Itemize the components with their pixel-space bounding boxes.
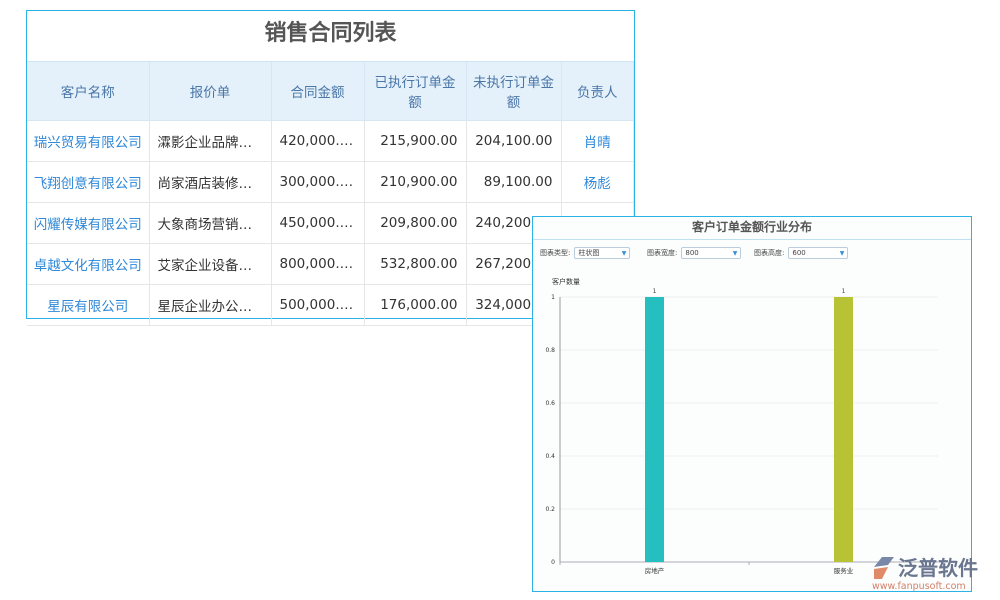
bar	[645, 297, 664, 562]
y-tick-label: 0	[551, 559, 555, 566]
chart-width-label: 图表宽度:	[647, 249, 678, 257]
y-tick-label: 1	[551, 294, 555, 301]
column-header: 负责人	[561, 62, 634, 121]
svg-text:泛普软件: 泛普软件	[898, 556, 978, 580]
executed-amount-cell: 532,800.00	[364, 243, 467, 285]
executed-amount-cell: 209,800.00	[364, 202, 467, 244]
table-row: 飞翔创意有限公司 尚家酒店装修项目 300,000.00 210,900.00 89,1…	[27, 161, 634, 203]
chevron-down-icon: ▼	[621, 249, 627, 257]
customer-name-link[interactable]: 闪耀传媒有限公司	[27, 202, 150, 244]
contract-amount-cell: 300,000.00	[271, 161, 365, 203]
y-tick-label: 0.8	[545, 347, 555, 354]
x-tick-label: 房地产	[645, 566, 665, 575]
executed-amount-cell: 215,900.00	[364, 120, 467, 162]
quote-cell: 瀮影企业品牌推…	[149, 120, 272, 162]
customer-name-link[interactable]: 卓越文化有限公司	[27, 243, 150, 285]
data-label: 1	[842, 288, 846, 295]
quote-cell: 尚家酒店装修项目	[149, 161, 272, 203]
y-tick-label: 0.6	[545, 400, 555, 407]
column-header: 客户名称	[27, 62, 150, 121]
table-title: 销售合同列表	[27, 11, 634, 62]
chart-height-select[interactable]: 600 ▼	[788, 247, 849, 259]
customer-name-link[interactable]: 星辰有限公司	[27, 284, 150, 326]
column-header: 未执行订单金额	[466, 62, 562, 121]
executed-amount-cell: 176,000.00	[364, 284, 467, 326]
quote-cell: 星辰企业办公设…	[149, 284, 272, 326]
table-row: 星辰有限公司 星辰企业办公设… 500,000.00 176,000.00 324,00…	[27, 284, 634, 326]
column-header: 已执行订单金额	[364, 62, 467, 121]
chart-type-select[interactable]: 柱状图 ▼	[574, 247, 631, 259]
contract-amount-cell: 800,000.00	[271, 243, 365, 285]
svg-text:www.fanpusoft.com: www.fanpusoft.com	[872, 581, 966, 592]
executed-amount-cell: 210,900.00	[364, 161, 467, 203]
unexecuted-amount-cell: 204,100.00	[466, 120, 562, 162]
chevron-down-icon: ▼	[839, 249, 845, 257]
owner-link[interactable]: 肖晴	[561, 120, 634, 162]
y-tick-label: 0.4	[545, 453, 555, 460]
chart-width-value: 800	[685, 249, 699, 257]
chart-panel: 客户订单金额行业分布 图表类型: 柱状图 ▼ 图表宽度: 800 ▼ 图表高度: 600 ▼…	[532, 216, 972, 592]
chart-type-value: 柱状图	[578, 249, 600, 257]
column-header: 报价单	[149, 62, 272, 121]
y-axis-label: 客户数量	[552, 277, 580, 286]
x-tick-label: 服务业	[834, 566, 854, 575]
y-tick-label: 0.2	[545, 506, 555, 513]
quote-cell: 艾家企业设备采…	[149, 243, 272, 285]
contract-amount-cell: 420,000.00	[271, 120, 365, 162]
chart-title: 客户订单金额行业分布	[533, 217, 971, 240]
chart-type-control: 图表类型: 柱状图 ▼	[540, 247, 631, 259]
chart-height-value: 600	[792, 249, 806, 257]
chart-type-label: 图表类型:	[540, 249, 571, 257]
fanpusoft-logo: 泛普软件 www.fanpusoft.com	[870, 553, 995, 597]
chevron-down-icon: ▼	[732, 249, 738, 257]
chart-height-control: 图表高度: 600 ▼	[754, 247, 849, 259]
unexecuted-amount-cell: 89,100.00	[466, 161, 562, 203]
chart-height-label: 图表高度:	[754, 249, 785, 257]
contract-amount-cell: 450,000.00	[271, 202, 365, 244]
bar	[834, 297, 853, 562]
bar-chart: 客户数量 0 0.2 0.4 0.6 0.8 1 1 房地产 1 服务业	[545, 277, 938, 575]
column-header: 合同金额	[271, 62, 365, 121]
data-label: 1	[653, 288, 657, 295]
contract-amount-cell: 500,000.00	[271, 284, 365, 326]
sales-contract-table: 销售合同列表 客户名称 报价单 合同金额 已执行订单金额 未执行订单金额 负责人 瑞兴贸易…	[26, 10, 635, 326]
customer-name-link[interactable]: 瑞兴贸易有限公司	[27, 120, 150, 162]
chart-width-control: 图表宽度: 800 ▼	[647, 247, 742, 259]
owner-link[interactable]: 杨彪	[561, 161, 634, 203]
customer-name-link[interactable]: 飞翔创意有限公司	[27, 161, 150, 203]
chart-width-select[interactable]: 800 ▼	[681, 247, 742, 259]
quote-cell: 大象商场营销合…	[149, 202, 272, 244]
table-row: 瑞兴贸易有限公司 瀮影企业品牌推… 420,000.00 215,900.00 204,…	[27, 120, 634, 162]
